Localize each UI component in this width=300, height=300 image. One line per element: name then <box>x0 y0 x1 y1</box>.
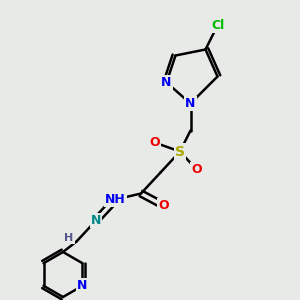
Text: O: O <box>149 136 160 149</box>
Text: H: H <box>64 233 74 243</box>
Text: NH: NH <box>105 193 126 206</box>
Text: O: O <box>158 199 169 212</box>
Text: N: N <box>77 279 88 292</box>
Text: N: N <box>185 97 196 110</box>
Text: N: N <box>91 214 101 227</box>
Text: Cl: Cl <box>211 19 224 32</box>
Text: N: N <box>161 76 172 89</box>
Text: O: O <box>191 163 202 176</box>
Text: S: S <box>175 145 185 158</box>
